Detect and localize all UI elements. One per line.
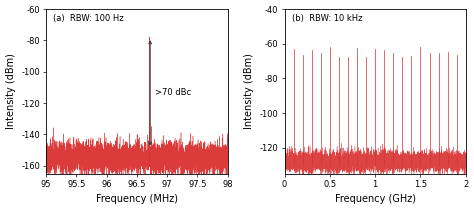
Text: (a)  RBW: 100 Hz: (a) RBW: 100 Hz xyxy=(54,14,124,23)
Text: (b)  RBW: 10 kHz: (b) RBW: 10 kHz xyxy=(292,14,362,23)
Y-axis label: Intensity (dBm): Intensity (dBm) xyxy=(6,53,16,129)
X-axis label: Frequency (MHz): Frequency (MHz) xyxy=(96,194,178,205)
Text: >70 dBc: >70 dBc xyxy=(155,88,191,97)
X-axis label: Frequency (GHz): Frequency (GHz) xyxy=(335,194,416,205)
Y-axis label: Intensity (dBm): Intensity (dBm) xyxy=(244,53,254,129)
